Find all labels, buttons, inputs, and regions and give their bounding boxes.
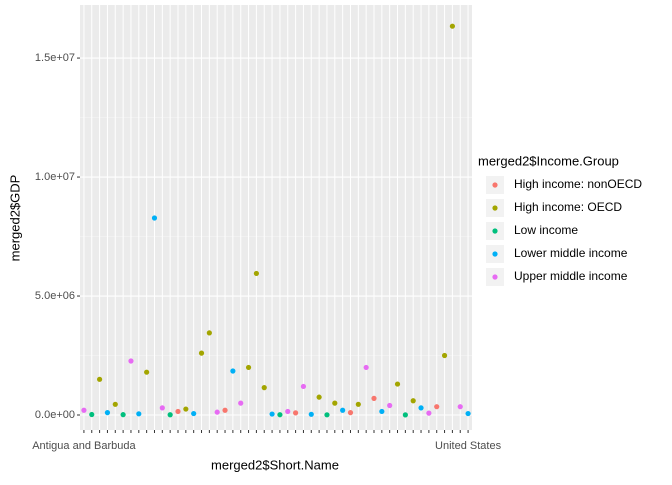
point <box>434 404 440 410</box>
x-tick-label: United States <box>435 440 502 452</box>
point <box>222 407 228 413</box>
point <box>449 23 455 29</box>
point <box>324 412 330 418</box>
point <box>261 385 267 391</box>
point <box>371 395 377 401</box>
point <box>394 381 401 387</box>
point <box>89 411 95 418</box>
y-tick-label: 1.5e+07 <box>35 52 75 64</box>
legend-label: High income: nonOECD <box>514 177 642 191</box>
point <box>418 405 424 411</box>
point <box>441 352 448 359</box>
point <box>175 408 181 415</box>
legend-swatch <box>492 205 498 211</box>
panel <box>80 5 472 430</box>
point <box>81 407 87 413</box>
y-tick-label: 5.0e+06 <box>35 290 75 302</box>
point <box>316 394 322 400</box>
point <box>112 401 118 407</box>
y-tick-label: 0.0e+00 <box>35 409 75 421</box>
legend-label: High income: OECD <box>514 200 622 214</box>
point <box>97 376 103 382</box>
point <box>285 408 291 415</box>
legend-swatch <box>492 182 498 188</box>
point <box>151 215 158 221</box>
point <box>363 364 369 371</box>
point <box>230 368 236 374</box>
point <box>277 412 283 418</box>
point <box>347 410 354 416</box>
x-axis-title: merged2$Short.Name <box>211 457 339 472</box>
point <box>355 401 361 407</box>
point <box>104 410 111 416</box>
point <box>120 412 126 418</box>
point <box>198 350 205 356</box>
point <box>128 358 134 364</box>
legend-label: Lower middle income <box>514 246 628 260</box>
point <box>238 400 244 406</box>
point <box>379 408 385 415</box>
y-axis-title: merged2$GDP <box>7 175 22 262</box>
point <box>465 410 471 417</box>
point <box>253 270 259 277</box>
point <box>206 330 212 336</box>
point <box>426 410 432 416</box>
x-tick-label: Antigua and Barbuda <box>32 440 136 452</box>
point <box>159 405 165 411</box>
point <box>269 411 275 417</box>
point <box>332 400 338 406</box>
legend-swatch <box>492 274 498 280</box>
point <box>214 409 220 415</box>
point <box>308 411 314 417</box>
point <box>340 407 346 413</box>
legend-swatch <box>492 228 498 234</box>
point <box>410 398 416 404</box>
legend-label: Low income <box>514 223 578 237</box>
point <box>183 406 189 412</box>
point <box>402 412 408 418</box>
point <box>293 410 299 416</box>
point <box>387 402 393 409</box>
point <box>167 412 173 418</box>
legend-label: Upper middle income <box>514 269 628 283</box>
y-tick-label: 1.0e+07 <box>35 171 75 183</box>
point <box>245 364 252 371</box>
point <box>457 404 463 410</box>
point <box>136 411 142 417</box>
point <box>144 369 150 375</box>
point <box>191 410 197 417</box>
legend-swatch <box>492 251 498 257</box>
point <box>300 383 307 390</box>
legend-title: merged2$Income.Group <box>478 153 619 168</box>
